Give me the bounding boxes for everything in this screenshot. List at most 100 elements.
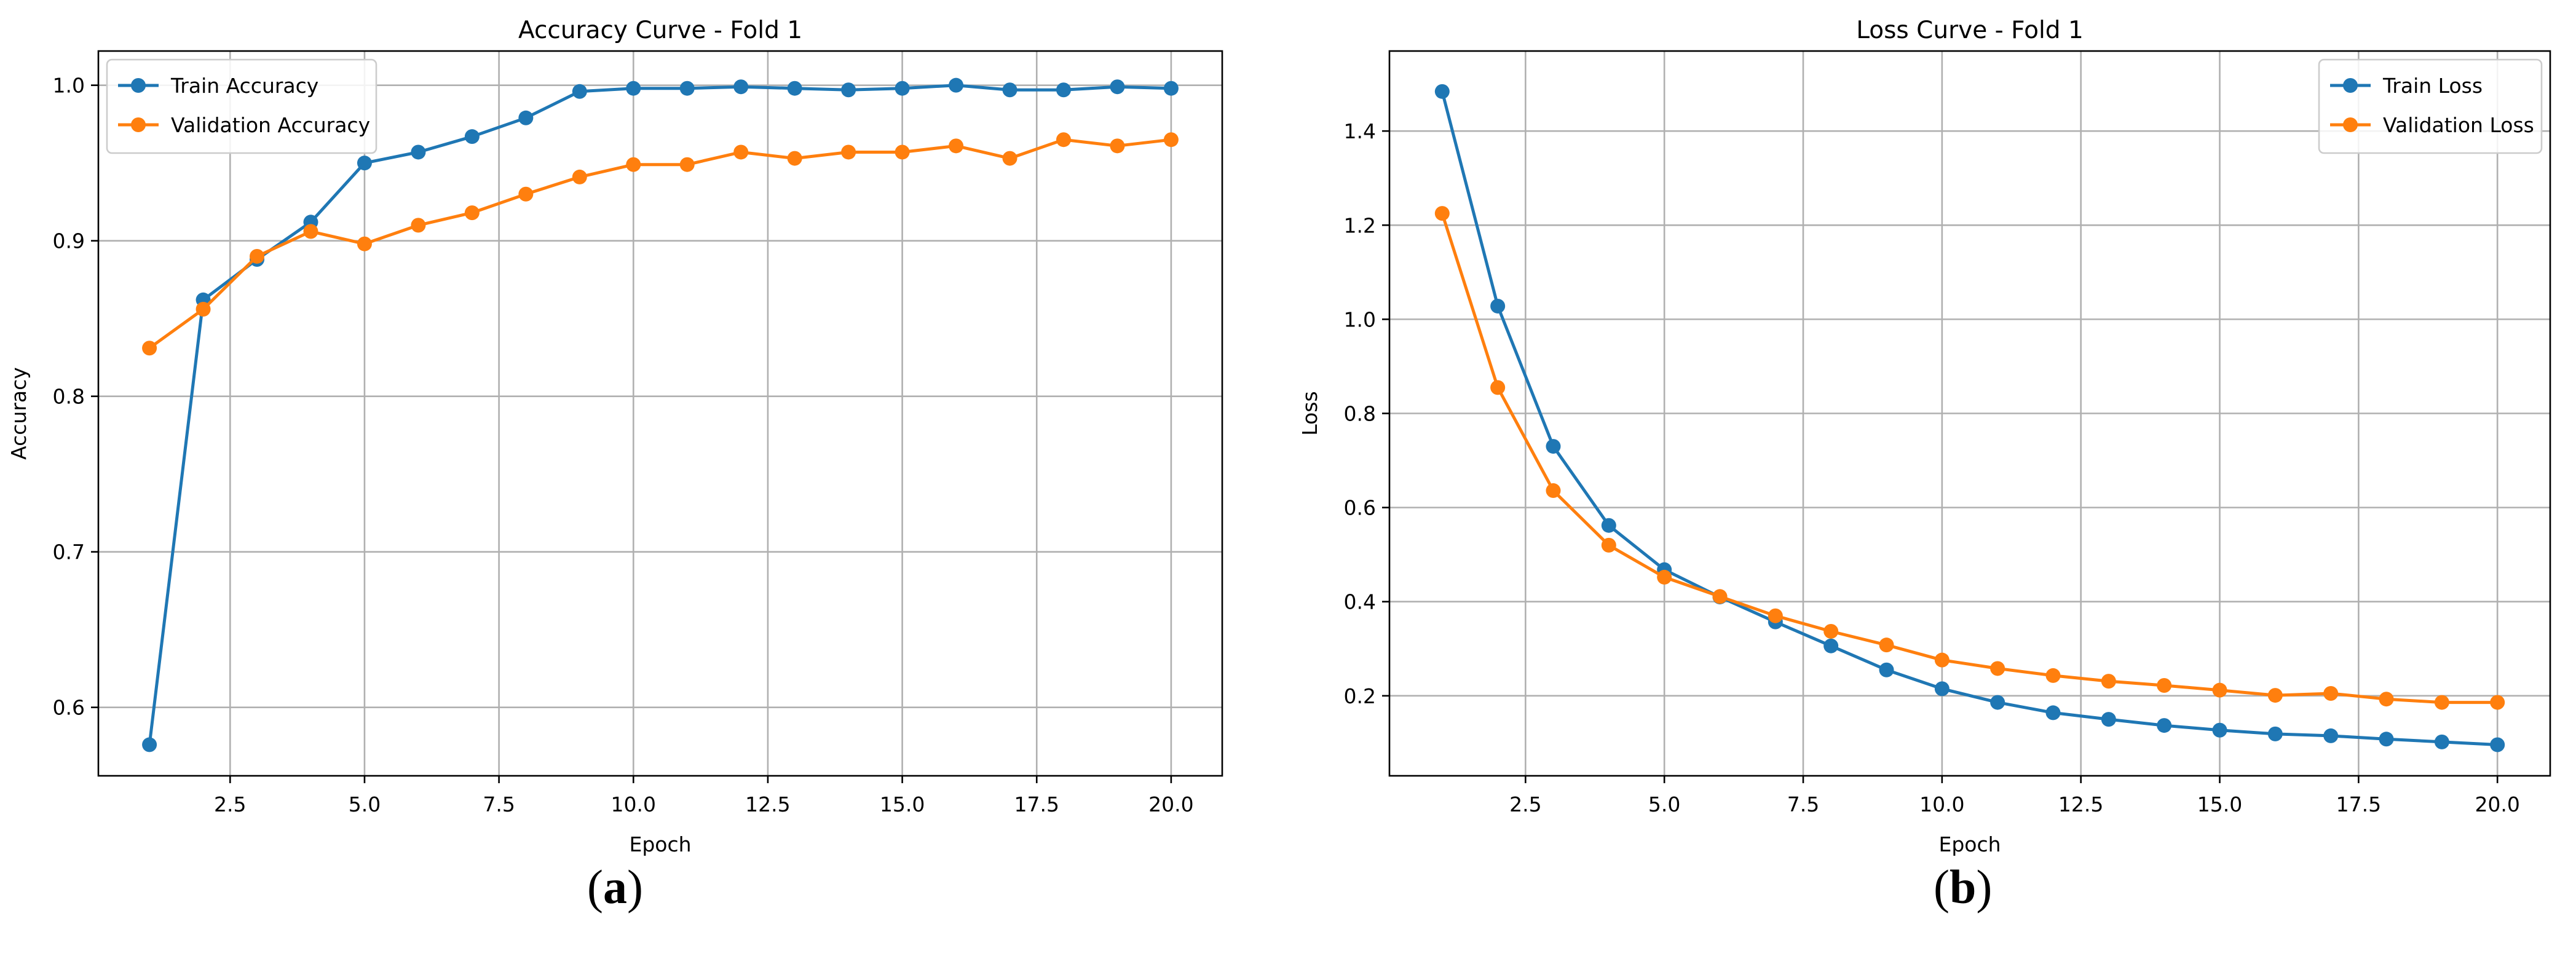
legend-swatch-marker-train — [2343, 78, 2358, 93]
data-point-validation — [1934, 652, 1950, 668]
legend-box — [2318, 58, 2543, 154]
data-point-train — [411, 144, 426, 160]
series-line-train — [148, 84, 1171, 745]
data-point-validation — [1490, 380, 1506, 395]
y-tick-label: 0.2 — [1344, 684, 1376, 708]
data-point-validation — [1110, 138, 1125, 154]
panel-label-a: (a) — [587, 860, 643, 914]
y-tick-label: 0.6 — [1344, 496, 1376, 520]
data-point-train — [895, 81, 910, 96]
x-tick-label: 12.5 — [745, 792, 790, 816]
data-point-train — [1879, 662, 1894, 677]
data-point-validation — [357, 236, 372, 251]
y-axis-label: Loss — [1298, 391, 1322, 435]
data-point-train — [1056, 82, 1071, 98]
x-tick-label: 15.0 — [880, 792, 925, 816]
x-tick-label: 20.0 — [1148, 792, 1193, 816]
data-point-train — [142, 737, 157, 752]
data-point-train — [2490, 737, 2505, 752]
data-point-train — [1934, 681, 1950, 697]
data-point-validation — [196, 301, 211, 317]
panel-label-b: (b) — [1934, 860, 1993, 914]
data-point-validation — [411, 218, 426, 233]
data-point-validation — [787, 151, 802, 166]
chart-title: Accuracy Curve - Fold 1 — [518, 17, 802, 44]
data-point-validation — [2323, 686, 2339, 701]
y-tick-label: 0.4 — [1344, 590, 1376, 614]
data-point-train — [1434, 84, 1450, 99]
x-tick-label: 7.5 — [1787, 792, 1819, 816]
data-point-validation — [949, 138, 964, 154]
data-point-validation — [2379, 692, 2394, 707]
data-point-train — [1002, 82, 1017, 98]
data-point-train — [1490, 298, 1506, 314]
data-point-train — [841, 82, 856, 98]
data-point-train — [357, 156, 372, 171]
y-axis-label: Accuracy — [7, 367, 31, 460]
legend-label-validation: Validation Loss — [2383, 113, 2534, 137]
data-point-validation — [2212, 682, 2227, 698]
data-point-validation — [1823, 623, 1839, 639]
data-point-validation — [2490, 695, 2505, 710]
data-point-validation — [1002, 151, 1017, 166]
data-point-validation — [2267, 688, 2283, 703]
data-point-train — [2267, 726, 2283, 741]
data-point-train — [518, 110, 534, 125]
y-tick-label: 0.8 — [53, 385, 85, 409]
data-point-train — [679, 81, 695, 96]
legend-swatch-marker-validation — [131, 117, 146, 132]
data-point-validation — [895, 144, 910, 160]
data-point-train — [572, 84, 587, 99]
data-point-validation — [1601, 537, 1616, 553]
data-point-validation — [2157, 678, 2172, 693]
accuracy-chart: 2.5 5.0 7.5 10.0 12.5 15.0 17.5 20.0 0.6 0.7 0.8 0.… — [7, 17, 1223, 856]
data-point-validation — [518, 186, 534, 202]
data-point-validation — [142, 341, 157, 356]
data-point-validation — [464, 205, 480, 221]
data-point-train — [2323, 728, 2339, 743]
data-point-validation — [1546, 483, 1561, 499]
data-point-train — [1546, 439, 1561, 454]
data-point-train — [1110, 79, 1125, 95]
data-point-validation — [250, 248, 265, 264]
x-tick-label: 7.5 — [483, 792, 515, 816]
data-point-train — [464, 129, 480, 144]
chart-title: Loss Curve - Fold 1 — [1856, 17, 2084, 44]
data-point-validation — [1768, 608, 1783, 623]
data-point-validation — [733, 144, 749, 160]
legend-swatch-marker-train — [131, 78, 146, 93]
x-tick-label: 12.5 — [2058, 792, 2103, 816]
x-tick-label: 17.5 — [1014, 792, 1059, 816]
x-tick-label: 2.5 — [1509, 792, 1541, 816]
x-axis-label: Epoch — [1938, 832, 2001, 856]
x-tick-label: 20.0 — [2475, 792, 2519, 816]
data-point-train — [2157, 718, 2172, 733]
legend-label-train: Train Accuracy — [170, 74, 318, 98]
legend-box — [106, 58, 377, 154]
series-line-validation — [1440, 213, 2498, 704]
legend-swatch-marker-validation — [2343, 117, 2358, 132]
data-point-validation — [1657, 569, 1672, 585]
x-tick-label: 5.0 — [1648, 792, 1680, 816]
data-point-validation — [572, 169, 587, 184]
x-axis-label: Epoch — [629, 832, 691, 856]
data-point-train — [787, 81, 802, 96]
series-line-validation — [148, 138, 1172, 350]
legend-label-validation: Validation Accuracy — [171, 113, 370, 137]
x-tick-label: 10.0 — [1919, 792, 1964, 816]
data-point-validation — [1056, 132, 1071, 148]
data-point-validation — [1712, 589, 1728, 604]
data-point-train — [1163, 81, 1179, 96]
y-tick-label: 1.2 — [1344, 213, 1376, 237]
data-point-validation — [841, 144, 856, 160]
data-point-validation — [2101, 674, 2116, 689]
data-point-train — [2434, 734, 2449, 749]
x-tick-label: 10.0 — [611, 792, 656, 816]
y-tick-label: 1.0 — [1344, 307, 1376, 331]
data-point-train — [2379, 732, 2394, 747]
data-point-train — [1823, 638, 1839, 653]
data-point-validation — [1990, 661, 2005, 676]
x-tick-label: 5.0 — [349, 792, 381, 816]
data-point-train — [2045, 705, 2061, 720]
